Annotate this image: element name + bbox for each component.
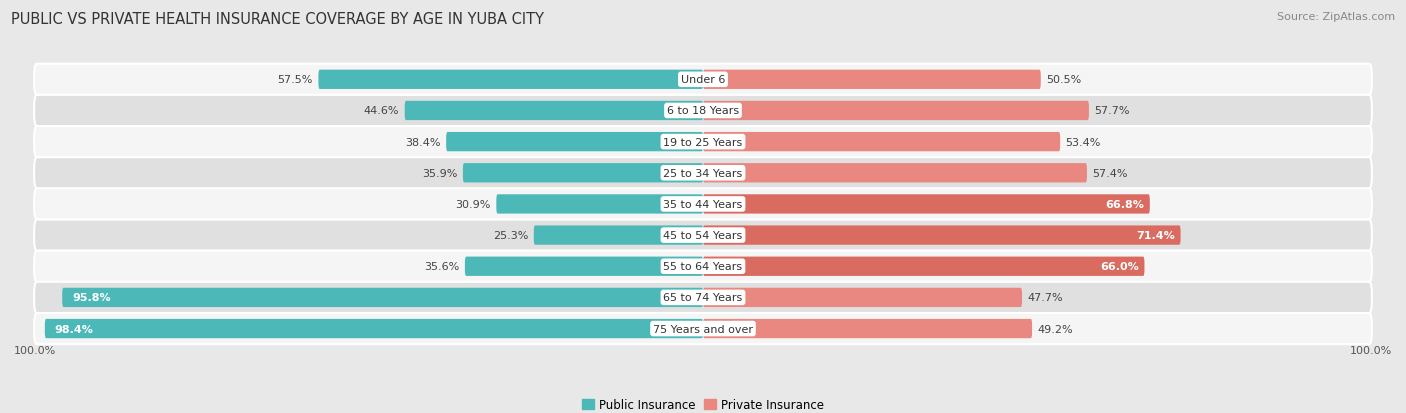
Text: 71.4%: 71.4%	[1136, 230, 1175, 240]
Text: 98.4%: 98.4%	[55, 324, 94, 334]
Text: 57.5%: 57.5%	[277, 75, 314, 85]
Legend: Public Insurance, Private Insurance: Public Insurance, Private Insurance	[578, 393, 828, 413]
Text: 30.9%: 30.9%	[456, 199, 491, 209]
Text: 35.6%: 35.6%	[425, 261, 460, 272]
Text: 35.9%: 35.9%	[422, 169, 457, 178]
Text: 35 to 44 Years: 35 to 44 Years	[664, 199, 742, 209]
FancyBboxPatch shape	[34, 313, 1372, 344]
Text: 57.7%: 57.7%	[1094, 106, 1130, 116]
Text: 49.2%: 49.2%	[1038, 324, 1073, 334]
FancyBboxPatch shape	[703, 195, 1150, 214]
Text: 25 to 34 Years: 25 to 34 Years	[664, 169, 742, 178]
Text: 45 to 54 Years: 45 to 54 Years	[664, 230, 742, 240]
Text: 38.4%: 38.4%	[405, 137, 441, 147]
Text: Under 6: Under 6	[681, 75, 725, 85]
FancyBboxPatch shape	[34, 251, 1372, 282]
FancyBboxPatch shape	[45, 319, 703, 338]
Text: 50.5%: 50.5%	[1046, 75, 1081, 85]
Text: 66.0%: 66.0%	[1101, 261, 1139, 272]
FancyBboxPatch shape	[703, 164, 1087, 183]
FancyBboxPatch shape	[34, 96, 1372, 127]
FancyBboxPatch shape	[34, 189, 1372, 220]
FancyBboxPatch shape	[34, 282, 1372, 313]
Text: Source: ZipAtlas.com: Source: ZipAtlas.com	[1277, 12, 1395, 22]
Text: 100.0%: 100.0%	[14, 345, 56, 355]
FancyBboxPatch shape	[465, 257, 703, 276]
FancyBboxPatch shape	[318, 71, 703, 90]
FancyBboxPatch shape	[703, 226, 1181, 245]
Text: 53.4%: 53.4%	[1066, 137, 1101, 147]
FancyBboxPatch shape	[446, 133, 703, 152]
Text: 44.6%: 44.6%	[364, 106, 399, 116]
Text: 75 Years and over: 75 Years and over	[652, 324, 754, 334]
FancyBboxPatch shape	[496, 195, 703, 214]
FancyBboxPatch shape	[405, 102, 703, 121]
FancyBboxPatch shape	[703, 71, 1040, 90]
FancyBboxPatch shape	[34, 64, 1372, 96]
FancyBboxPatch shape	[62, 288, 703, 307]
Text: 25.3%: 25.3%	[494, 230, 529, 240]
FancyBboxPatch shape	[34, 158, 1372, 189]
FancyBboxPatch shape	[463, 164, 703, 183]
Text: 6 to 18 Years: 6 to 18 Years	[666, 106, 740, 116]
FancyBboxPatch shape	[703, 133, 1060, 152]
Text: 47.7%: 47.7%	[1028, 293, 1063, 303]
Text: 19 to 25 Years: 19 to 25 Years	[664, 137, 742, 147]
FancyBboxPatch shape	[703, 288, 1022, 307]
FancyBboxPatch shape	[34, 220, 1372, 251]
FancyBboxPatch shape	[703, 257, 1144, 276]
FancyBboxPatch shape	[703, 319, 1032, 338]
FancyBboxPatch shape	[703, 102, 1088, 121]
Text: 55 to 64 Years: 55 to 64 Years	[664, 261, 742, 272]
Text: 100.0%: 100.0%	[1350, 345, 1392, 355]
Text: 66.8%: 66.8%	[1105, 199, 1144, 209]
Text: 57.4%: 57.4%	[1092, 169, 1128, 178]
Text: 65 to 74 Years: 65 to 74 Years	[664, 293, 742, 303]
FancyBboxPatch shape	[34, 127, 1372, 158]
Text: PUBLIC VS PRIVATE HEALTH INSURANCE COVERAGE BY AGE IN YUBA CITY: PUBLIC VS PRIVATE HEALTH INSURANCE COVER…	[11, 12, 544, 27]
FancyBboxPatch shape	[534, 226, 703, 245]
Text: 95.8%: 95.8%	[72, 293, 111, 303]
